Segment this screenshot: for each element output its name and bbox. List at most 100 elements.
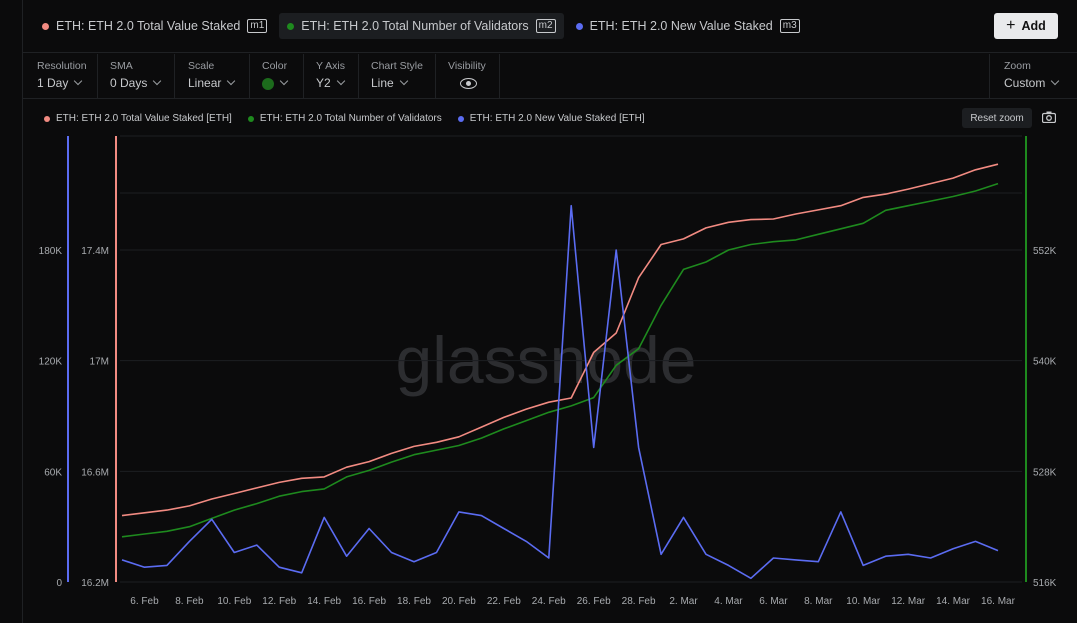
- color-swatch: [262, 77, 274, 90]
- metric-tabs: ETH: ETH 2.0 Total Value Staked m1 ETH: …: [34, 12, 812, 40]
- legend-label: ETH: ETH 2.0 Total Value Staked [ETH]: [56, 113, 232, 124]
- y-tick-label-total-value: 16.2M: [81, 578, 109, 589]
- x-tick-label: 18. Feb: [397, 596, 431, 607]
- y-tick-label-validators: 552K: [1033, 246, 1057, 257]
- sma-value: 0 Days: [110, 76, 148, 90]
- divider: [22, 98, 1077, 99]
- series-dot-icon: [287, 22, 295, 30]
- x-tick-label: 24. Feb: [532, 596, 566, 607]
- zoom-select[interactable]: Zoom Custom: [1004, 60, 1060, 90]
- tab-total-validators[interactable]: ETH: ETH 2.0 Total Number of Validators …: [279, 13, 564, 39]
- tab-label: ETH: ETH 2.0 Total Value Staked: [56, 19, 241, 33]
- y-tick-label-new-value: 0: [56, 578, 62, 589]
- chart-legend: ETH: ETH 2.0 Total Value Staked [ETH] ET…: [44, 113, 661, 124]
- tab-label: ETH: ETH 2.0 Total Number of Validators: [301, 19, 529, 33]
- color-label: Color: [262, 60, 288, 72]
- scale-select[interactable]: Scale Linear: [188, 60, 236, 90]
- x-tick-label: 14. Feb: [307, 596, 341, 607]
- y-tick-label-new-value: 120K: [39, 357, 63, 368]
- tab-tag: m1: [247, 19, 268, 33]
- series-dot-icon: [575, 22, 583, 30]
- legend-dot-icon: [44, 115, 50, 122]
- zoom-label: Zoom: [1004, 60, 1031, 72]
- chart-style-label: Chart Style: [371, 60, 423, 72]
- y-tick-label-new-value: 180K: [39, 246, 63, 257]
- x-tick-label: 14. Mar: [936, 596, 971, 607]
- divider: [499, 54, 500, 98]
- legend-item-new-value[interactable]: ETH: ETH 2.0 New Value Staked [ETH]: [457, 113, 645, 124]
- y-tick-label-validators: 540K: [1033, 357, 1057, 368]
- x-tick-label: 16. Mar: [981, 596, 1016, 607]
- watermark: glassnode: [396, 323, 697, 397]
- series-line-validators: [121, 182, 999, 538]
- x-tick-label: 28. Feb: [622, 596, 656, 607]
- visibility-label: Visibility: [448, 60, 486, 72]
- color-select[interactable]: Color: [262, 60, 289, 90]
- tab-total-value-staked[interactable]: ETH: ETH 2.0 Total Value Staked m1: [34, 13, 275, 39]
- x-tick-label: 20. Feb: [442, 596, 476, 607]
- y-tick-label-total-value: 16.6M: [81, 467, 109, 478]
- y-axis-label: Y Axis: [316, 60, 345, 72]
- legend-label: ETH: ETH 2.0 New Value Staked [ETH]: [469, 113, 645, 124]
- divider: [97, 54, 98, 98]
- add-button-label: Add: [1021, 19, 1046, 33]
- y-tick-label-new-value: 60K: [44, 467, 62, 478]
- x-tick-label: 22. Feb: [487, 596, 521, 607]
- divider: [989, 54, 990, 98]
- legend-item-total-value[interactable]: ETH: ETH 2.0 Total Value Staked [ETH]: [44, 113, 232, 124]
- x-tick-label: 8. Mar: [804, 596, 833, 607]
- add-button[interactable]: + Add: [994, 13, 1058, 39]
- x-tick-label: 8. Feb: [175, 596, 204, 607]
- zoom-value: Custom: [1004, 76, 1046, 90]
- divider: [174, 54, 175, 98]
- legend-label: ETH: ETH 2.0 Total Number of Validators: [259, 113, 442, 124]
- tab-tag: m3: [779, 19, 800, 33]
- eye-icon: [460, 78, 477, 90]
- scale-label: Scale: [188, 60, 215, 72]
- x-tick-label: 6. Mar: [759, 596, 788, 607]
- chart-style-select[interactable]: Chart Style Line: [371, 60, 423, 90]
- camera-icon[interactable]: [1042, 111, 1056, 123]
- y-axis-select[interactable]: Y Axis Y2: [316, 60, 345, 90]
- reset-zoom-button[interactable]: Reset zoom: [962, 108, 1032, 128]
- scale-value: Linear: [188, 76, 222, 90]
- plus-icon: +: [1006, 17, 1016, 34]
- legend-item-validators[interactable]: ETH: ETH 2.0 Total Number of Validators: [247, 113, 442, 124]
- divider: [303, 54, 304, 98]
- visibility-toggle[interactable]: Visibility: [448, 60, 486, 90]
- series-line-total-value: [121, 163, 999, 517]
- series-line-new-value: [121, 204, 999, 580]
- resolution-label: Resolution: [37, 60, 87, 72]
- x-tick-label: 12. Feb: [262, 596, 296, 607]
- sma-label: SMA: [110, 60, 133, 72]
- x-tick-label: 10. Mar: [846, 596, 881, 607]
- tab-label: ETH: ETH 2.0 New Value Staked: [589, 19, 773, 33]
- legend-dot-icon: [247, 115, 254, 122]
- divider: [435, 54, 436, 98]
- x-tick-label: 12. Mar: [891, 596, 926, 607]
- divider: [358, 54, 359, 98]
- x-tick-label: 10. Feb: [217, 596, 251, 607]
- sma-select[interactable]: SMA 0 Days: [110, 60, 162, 90]
- legend-dot-icon: [457, 115, 464, 122]
- resolution-select[interactable]: Resolution 1 Day: [37, 60, 87, 90]
- series-dot-icon: [42, 22, 49, 30]
- resolution-value: 1 Day: [37, 76, 69, 90]
- y-axis-value: Y2: [316, 76, 331, 90]
- tab-new-value-staked[interactable]: ETH: ETH 2.0 New Value Staked m3: [568, 13, 808, 39]
- y-tick-label-validators: 528K: [1033, 467, 1057, 478]
- x-tick-label: 26. Feb: [577, 596, 611, 607]
- x-tick-label: 2. Mar: [669, 596, 698, 607]
- x-tick-label: 4. Mar: [714, 596, 743, 607]
- divider: [22, 52, 1077, 53]
- x-tick-label: 6. Feb: [130, 596, 159, 607]
- y-tick-label-validators: 516K: [1033, 578, 1057, 589]
- divider: [249, 54, 250, 98]
- y-tick-label-total-value: 17.4M: [81, 246, 109, 257]
- tab-tag: m2: [535, 19, 556, 33]
- y-tick-label-total-value: 17M: [90, 357, 109, 368]
- x-tick-label: 16. Feb: [352, 596, 386, 607]
- left-border: [22, 0, 23, 623]
